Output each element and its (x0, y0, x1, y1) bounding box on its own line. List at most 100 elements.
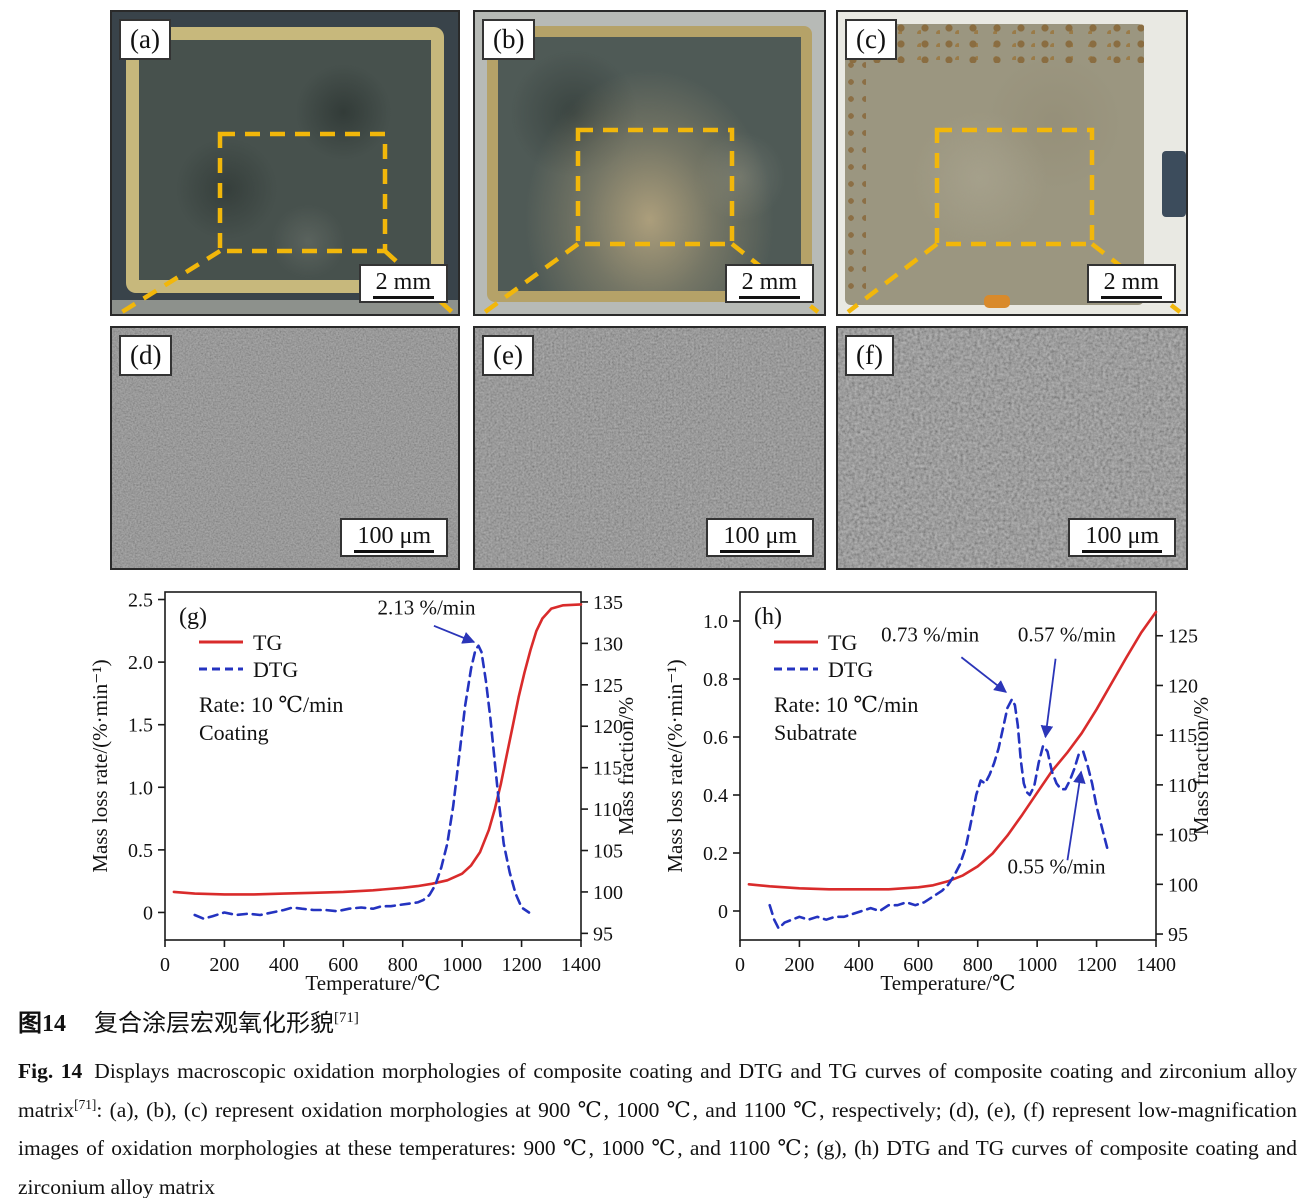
svg-text:110: 110 (1168, 775, 1197, 797)
panel-label-a: (a) (119, 19, 171, 60)
svg-text:0.6: 0.6 (703, 727, 728, 749)
svg-text:0: 0 (143, 902, 153, 924)
svg-text:135: 135 (593, 592, 623, 614)
svg-text:600: 600 (903, 954, 933, 976)
sem-photo-f: (f) 100 μm (836, 326, 1188, 570)
sample-surface-b (487, 25, 812, 302)
svg-text:0.4: 0.4 (703, 785, 728, 807)
oxide-crust-left (844, 42, 866, 296)
svg-text:105: 105 (1168, 825, 1198, 847)
svg-text:800: 800 (963, 954, 993, 976)
figure-caption: 图14 复合涂层宏观氧化形貌[71] Fig. 14 Displays macros… (18, 1006, 1297, 1198)
svg-text:TG: TG (828, 630, 857, 655)
svg-text:400: 400 (269, 954, 299, 976)
svg-text:100: 100 (593, 882, 623, 904)
svg-text:0.55 %/min: 0.55 %/min (1007, 854, 1105, 878)
svg-text:125: 125 (593, 675, 623, 697)
svg-text:Subatrate: Subatrate (774, 720, 857, 745)
svg-text:Mass fraction/%: Mass fraction/% (1189, 697, 1213, 835)
caption-english: Fig. 14 Displays macroscopic oxidation mo… (18, 1052, 1297, 1198)
svg-text:115: 115 (593, 758, 622, 780)
roi-rect (217, 131, 388, 254)
svg-text:0: 0 (735, 954, 745, 976)
caption-zh-number: 图14 (18, 1011, 66, 1037)
roi-rect (934, 127, 1095, 247)
svg-text:0.8: 0.8 (703, 669, 728, 691)
svg-text:1400: 1400 (561, 954, 601, 976)
macro-photo-a: (a) 2 mm (110, 10, 460, 316)
svg-text:115: 115 (1168, 725, 1197, 747)
oxide-spot (984, 294, 1011, 308)
scale-bar-d: 100 μm (340, 518, 448, 557)
svg-text:Rate: 10 ℃/min: Rate: 10 ℃/min (199, 692, 343, 717)
panel-label-c: (c) (845, 19, 897, 60)
svg-text:Coating: Coating (199, 720, 269, 745)
svg-text:110: 110 (593, 799, 622, 821)
svg-text:0.5: 0.5 (128, 840, 153, 862)
svg-text:Rate: 10 ℃/min: Rate: 10 ℃/min (774, 692, 918, 717)
svg-text:0.2: 0.2 (703, 843, 728, 865)
caption-chinese: 图14 复合涂层宏观氧化形貌[71] (18, 1006, 1297, 1042)
svg-text:1400: 1400 (1136, 954, 1176, 976)
svg-text:0: 0 (718, 901, 728, 923)
scale-bar-e: 100 μm (706, 518, 814, 557)
stage-edge (112, 300, 458, 314)
svg-text:DTG: DTG (253, 657, 298, 682)
svg-text:1.0: 1.0 (703, 611, 728, 633)
background-patch (1161, 150, 1186, 218)
svg-text:100: 100 (1168, 874, 1198, 896)
svg-text:(h): (h) (754, 604, 782, 630)
roi-connector-line (846, 242, 939, 314)
scale-bar-f: 100 μm (1068, 518, 1176, 557)
caption-en-text-1: Displays macroscopic oxidation morpholog… (18, 1059, 1298, 1122)
caption-zh-ref: [71] (334, 1010, 359, 1026)
svg-text:0.73 %/min: 0.73 %/min (881, 622, 979, 646)
scale-bar-b: 2 mm (724, 264, 814, 303)
roi-connector-line (483, 242, 580, 314)
svg-text:2.0: 2.0 (128, 652, 153, 674)
sem-photo-e: (e) 100 μm (473, 326, 826, 570)
svg-text:Temperature/℃: Temperature/℃ (305, 971, 440, 995)
svg-text:600: 600 (328, 954, 358, 976)
svg-text:Mass loss rate/(%·min⁻¹): Mass loss rate/(%·min⁻¹) (663, 659, 687, 872)
macro-photo-c: (c) 2 mm (836, 10, 1188, 316)
sample-surface-a (125, 27, 445, 293)
chart-h-tg-dtg-substrate: 0 200 400 600 800 1000 1200 1400 0 0.2 0.4 0.6 0.8 1.… (663, 591, 1213, 995)
svg-text:1200: 1200 (502, 954, 542, 976)
caption-en-text-2: : (a), (b), (c) represent oxidation morp… (18, 1097, 1297, 1198)
svg-text:TG: TG (253, 630, 282, 655)
sem-photo-d: (d) 100 μm (110, 326, 460, 570)
svg-text:(g): (g) (179, 604, 207, 630)
svg-text:0: 0 (160, 954, 170, 976)
svg-text:Mass loss rate/(%·min⁻¹): Mass loss rate/(%·min⁻¹) (88, 659, 112, 872)
scale-bar-c: 2 mm (1086, 264, 1176, 303)
svg-text:1000: 1000 (442, 954, 482, 976)
svg-text:1000: 1000 (1017, 954, 1057, 976)
panel-label-d: (d) (119, 335, 173, 376)
svg-text:95: 95 (593, 923, 613, 945)
roi-connector-line (120, 249, 222, 314)
svg-text:DTG: DTG (828, 657, 873, 682)
svg-text:200: 200 (209, 954, 239, 976)
svg-text:130: 130 (593, 633, 623, 655)
svg-text:1.0: 1.0 (128, 777, 153, 799)
svg-text:2.5: 2.5 (128, 590, 153, 612)
svg-text:Temperature/℃: Temperature/℃ (880, 971, 1015, 995)
panel-label-e: (e) (482, 335, 534, 376)
scale-bar-a: 2 mm (358, 264, 448, 303)
svg-text:120: 120 (593, 716, 623, 738)
svg-text:0.57 %/min: 0.57 %/min (1018, 622, 1116, 646)
chart-g-tg-dtg-coating: 0 200 400 600 800 1000 1200 1400 0 0.5 1.0 1.5 2.0 2.… (88, 590, 638, 995)
svg-text:400: 400 (844, 954, 874, 976)
svg-text:2.13 %/min: 2.13 %/min (377, 596, 475, 620)
svg-text:1.5: 1.5 (128, 715, 153, 737)
macro-photo-b: (b) 2 mm (473, 10, 826, 316)
svg-text:125: 125 (1168, 626, 1198, 648)
svg-text:Mass fraction/%: Mass fraction/% (614, 697, 638, 835)
caption-zh-text: 复合涂层宏观氧化形貌 (94, 1011, 334, 1037)
svg-text:800: 800 (388, 954, 418, 976)
caption-en-ref: [71] (74, 1096, 97, 1112)
panel-label-f: (f) (845, 335, 894, 376)
svg-text:95: 95 (1168, 924, 1188, 946)
